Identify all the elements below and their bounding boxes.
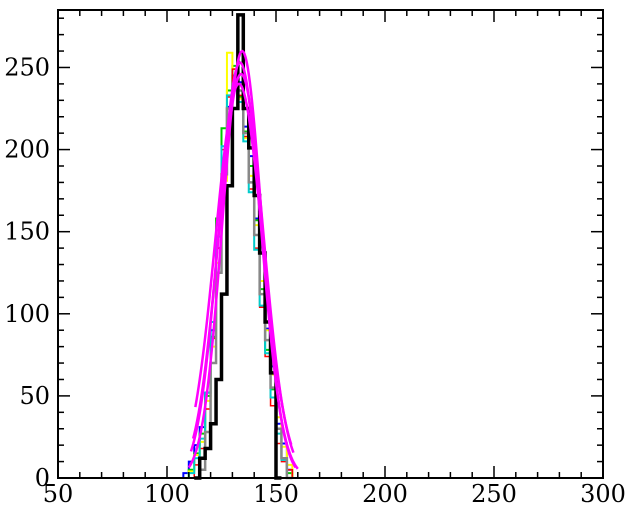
- y-tick-label: 0: [35, 464, 50, 492]
- fit-layer: [187, 49, 299, 470]
- x-tick-label: 150: [253, 480, 299, 508]
- y-tick-label: 150: [4, 218, 50, 246]
- x-tick-label: 50: [43, 480, 74, 508]
- x-tick-label: 250: [471, 480, 517, 508]
- x-tick-label: 100: [144, 480, 190, 508]
- x-tick-label: 300: [580, 480, 626, 508]
- y-tick-label: 100: [4, 300, 50, 328]
- gaussian-fit-4: [194, 82, 293, 446]
- tick-layer: [57, 10, 604, 479]
- y-tick-label: 200: [4, 136, 50, 164]
- plot-frame: [57, 9, 604, 479]
- axes-layer: [57, 9, 604, 479]
- y-tick-label: 250: [4, 53, 50, 81]
- x-tick-label: 200: [362, 480, 408, 508]
- y-tick-label: 50: [19, 382, 50, 410]
